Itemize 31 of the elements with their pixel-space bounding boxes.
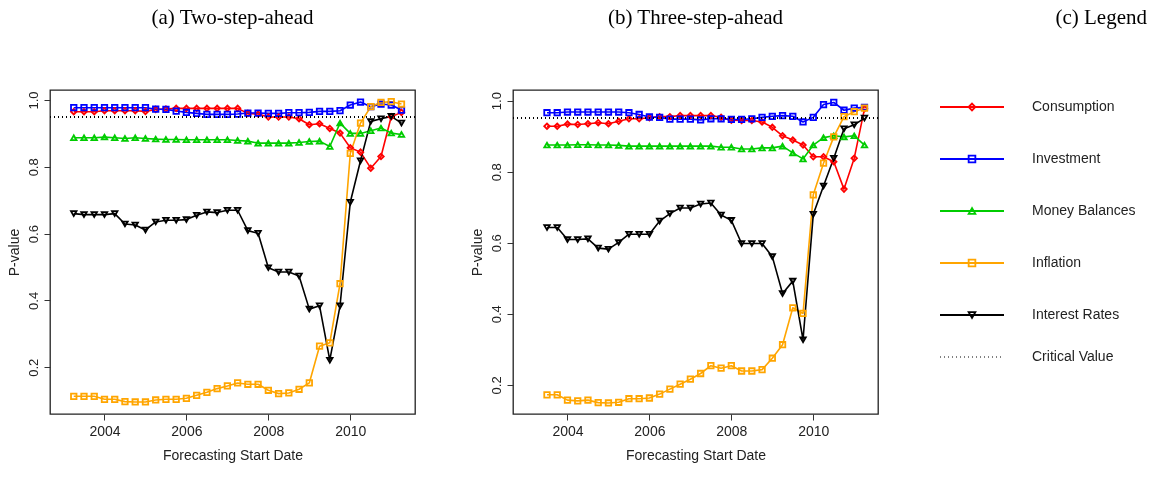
- y-tick-label: 0.8: [25, 158, 41, 177]
- x-tick-label: 2008: [253, 422, 285, 439]
- legend-label: Interest Rates: [1032, 306, 1120, 322]
- x-tick-label: 2004: [552, 422, 584, 439]
- legend-label: Consumption: [1032, 98, 1115, 114]
- y-tick-label: 1.0: [488, 92, 504, 111]
- x-axis-title: Forecasting Start Date: [162, 446, 304, 463]
- legend-label: Critical Value: [1032, 348, 1114, 364]
- legend-label: Money Balances: [1032, 202, 1136, 218]
- x-tick-label: 2006: [634, 422, 666, 439]
- y-tick-label: 0.8: [488, 163, 504, 182]
- y-tick-label: 0.4: [25, 291, 41, 310]
- y-axis-title: P-value: [468, 228, 485, 277]
- legend-title: (c) Legend: [1055, 5, 1148, 29]
- legend-label: Inflation: [1032, 254, 1082, 270]
- x-axis-title: Forecasting Start Date: [625, 446, 767, 463]
- y-tick-label: 0.6: [488, 234, 504, 253]
- y-tick-label: 0.6: [25, 225, 41, 244]
- y-tick-label: 0.2: [25, 358, 41, 377]
- y-tick-label: 0.2: [488, 376, 504, 395]
- x-tick-label: 2008: [716, 422, 748, 439]
- chart-title: (a) Two-step-ahead: [151, 5, 314, 29]
- y-tick-label: 1.0: [25, 91, 41, 110]
- y-tick-label: 0.4: [488, 305, 504, 324]
- x-tick-label: 2010: [798, 422, 830, 439]
- x-tick-label: 2010: [335, 422, 367, 439]
- x-tick-label: 2004: [89, 422, 121, 439]
- y-axis-title: P-value: [5, 228, 22, 277]
- legend-label: Investment: [1032, 150, 1101, 166]
- chart-title: (b) Three-step-ahead: [607, 5, 784, 29]
- x-tick-label: 2006: [171, 422, 203, 439]
